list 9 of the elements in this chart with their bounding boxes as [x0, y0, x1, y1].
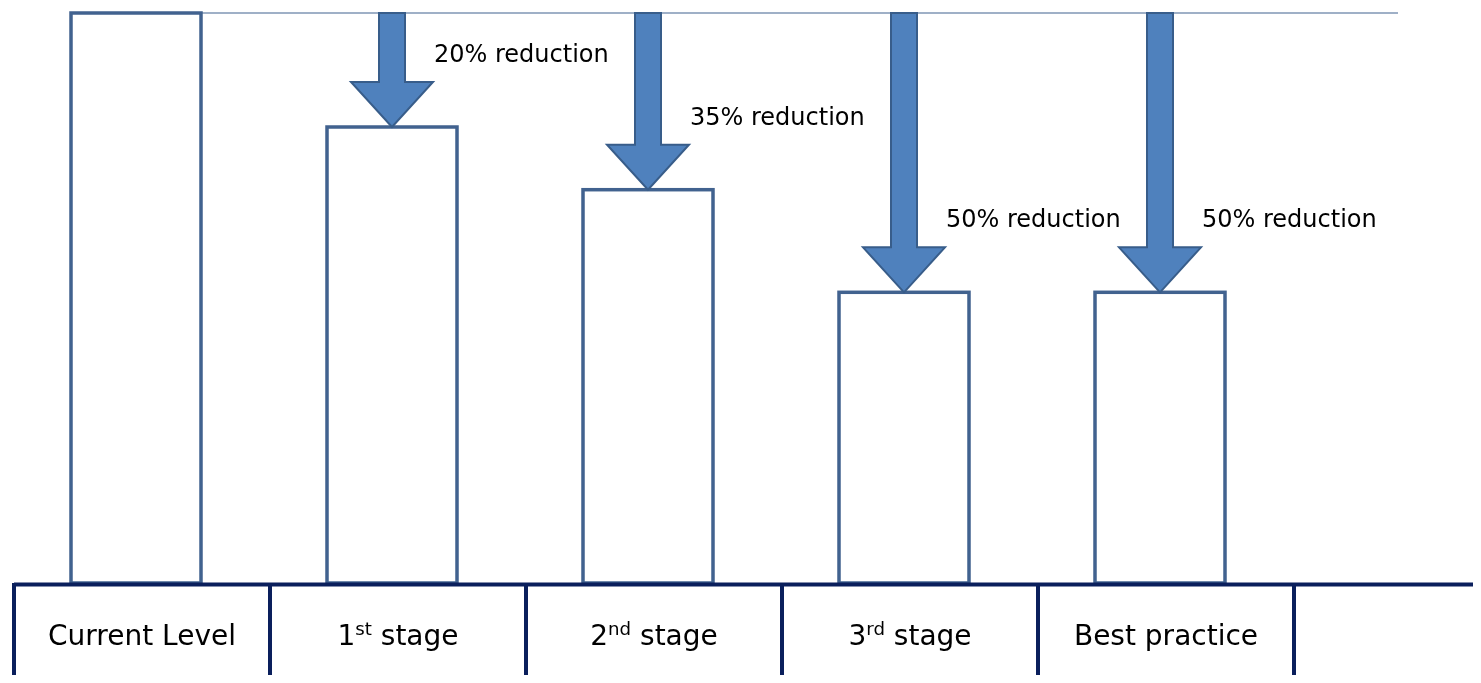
annotation: 50% reduction	[946, 205, 1121, 234]
x-tick-label: 2$^{nd}$ stage	[590, 617, 718, 652]
x-tick-label: Current Level	[48, 619, 236, 652]
annotation: 20% reduction	[434, 40, 609, 68]
x-tick-label: 1$^{st}$ stage	[337, 617, 459, 652]
annotation: 50% reduction	[1202, 205, 1377, 234]
x-tick-label: 3$^{rd}$ stage	[848, 617, 972, 652]
x-tick-label: Best practice	[1073, 619, 1259, 652]
annotation: 35% reduction	[690, 102, 865, 131]
